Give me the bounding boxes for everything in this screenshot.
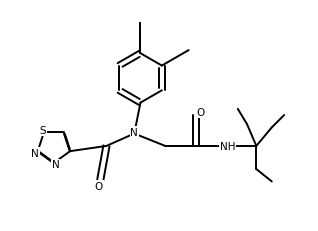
Text: N: N [130, 128, 138, 137]
Text: S: S [39, 125, 46, 135]
Text: O: O [95, 181, 103, 191]
Text: O: O [197, 107, 205, 117]
Text: N: N [52, 160, 59, 170]
Text: N: N [31, 148, 39, 158]
Text: NH: NH [220, 141, 235, 151]
